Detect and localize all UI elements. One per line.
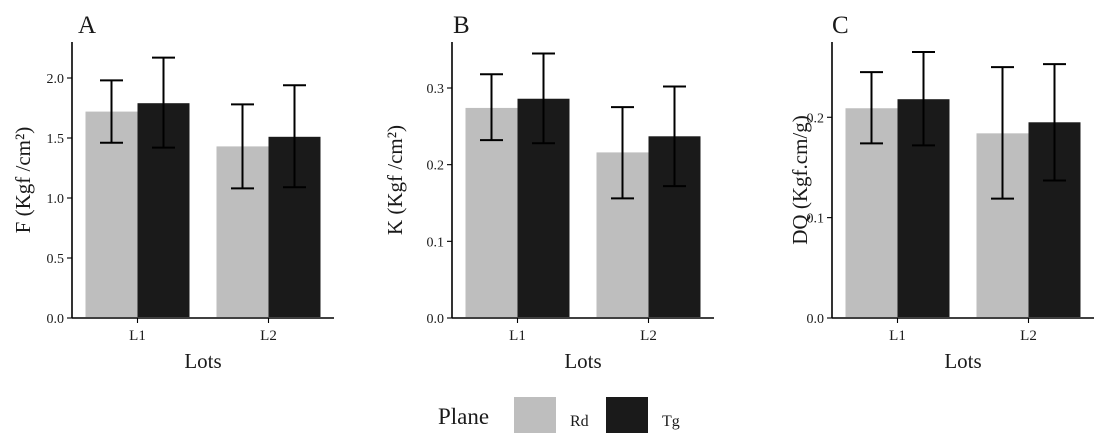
x-axis-title: Lots	[944, 349, 981, 373]
x-tick-label: L1	[889, 328, 906, 344]
legend-label-tg: Tg	[662, 413, 680, 430]
error-bar-tg-l1	[912, 51, 935, 147]
bar-rd-l1	[465, 107, 518, 317]
y-tick-label: 0.3	[427, 82, 445, 97]
x-tick-label: L1	[509, 328, 526, 344]
x-tick-label: L1	[129, 328, 146, 344]
error-bar-rd-l2	[991, 66, 1014, 200]
legend: Plane Rd Tg	[438, 397, 680, 433]
error-bar-tg-l2	[1043, 63, 1066, 182]
chart-panel-a: 0.0 0.5 1.0 1.5 2.0 L1 L2 Lots F (Kgf /cm²) A	[11, 12, 334, 373]
x-axis-title: Lots	[184, 349, 221, 373]
y-tick-label: 0.2	[427, 159, 445, 174]
y-tick-label: 1.5	[47, 132, 65, 147]
y-tick-label: 2.0	[47, 72, 65, 87]
bar-rd-l1	[85, 111, 138, 317]
y-tick-label: 0.2	[807, 111, 825, 126]
legend-title: Plane	[438, 404, 489, 429]
chart-panel-c: 0.0 0.1 0.2 L1 L2 Lots DQ (Kgf.cm/g) C	[788, 12, 1094, 373]
x-tick-label: L2	[640, 328, 657, 344]
x-axis-title: Lots	[564, 349, 601, 373]
y-tick-label: 0.1	[807, 212, 825, 227]
y-axis-title: K (Kgf /cm²)	[383, 125, 407, 235]
error-bar-tg-l1	[152, 56, 175, 149]
panel-label: C	[832, 12, 849, 39]
legend-key-rd	[514, 397, 556, 433]
y-axis-title: DQ (Kgf.cm/g)	[788, 115, 812, 244]
y-axis-title: F (Kgf /cm²)	[11, 127, 35, 234]
panel-label: A	[78, 12, 96, 39]
y-tick-label: 0.0	[47, 312, 65, 327]
y-tick-label: 0.0	[807, 312, 825, 327]
legend-label-rd: Rd	[570, 413, 589, 430]
y-tick-label: 1.0	[47, 192, 65, 207]
chart-panel-b: 0.0 0.1 0.2 0.3 L1 L2 Lots K (Kgf /cm²) B	[383, 12, 714, 373]
panel-label: B	[453, 12, 470, 39]
error-bar-rd-l1	[860, 71, 883, 145]
y-tick-label: 0.1	[427, 235, 445, 250]
y-tick-label: 0.5	[47, 252, 65, 267]
y-tick-label: 0.0	[427, 312, 445, 327]
legend-key-tg	[606, 397, 648, 433]
x-tick-label: L2	[1020, 328, 1037, 344]
error-bar-tg-l2	[663, 85, 686, 188]
error-bar-rd-l1	[100, 79, 123, 144]
error-bar-rd-l2	[611, 106, 634, 200]
x-tick-label: L2	[260, 328, 277, 344]
error-bar-tg-l2	[283, 84, 306, 189]
error-bar-rd-l2	[231, 103, 254, 190]
error-bar-rd-l1	[480, 73, 503, 142]
error-bar-tg-l1	[532, 52, 555, 145]
